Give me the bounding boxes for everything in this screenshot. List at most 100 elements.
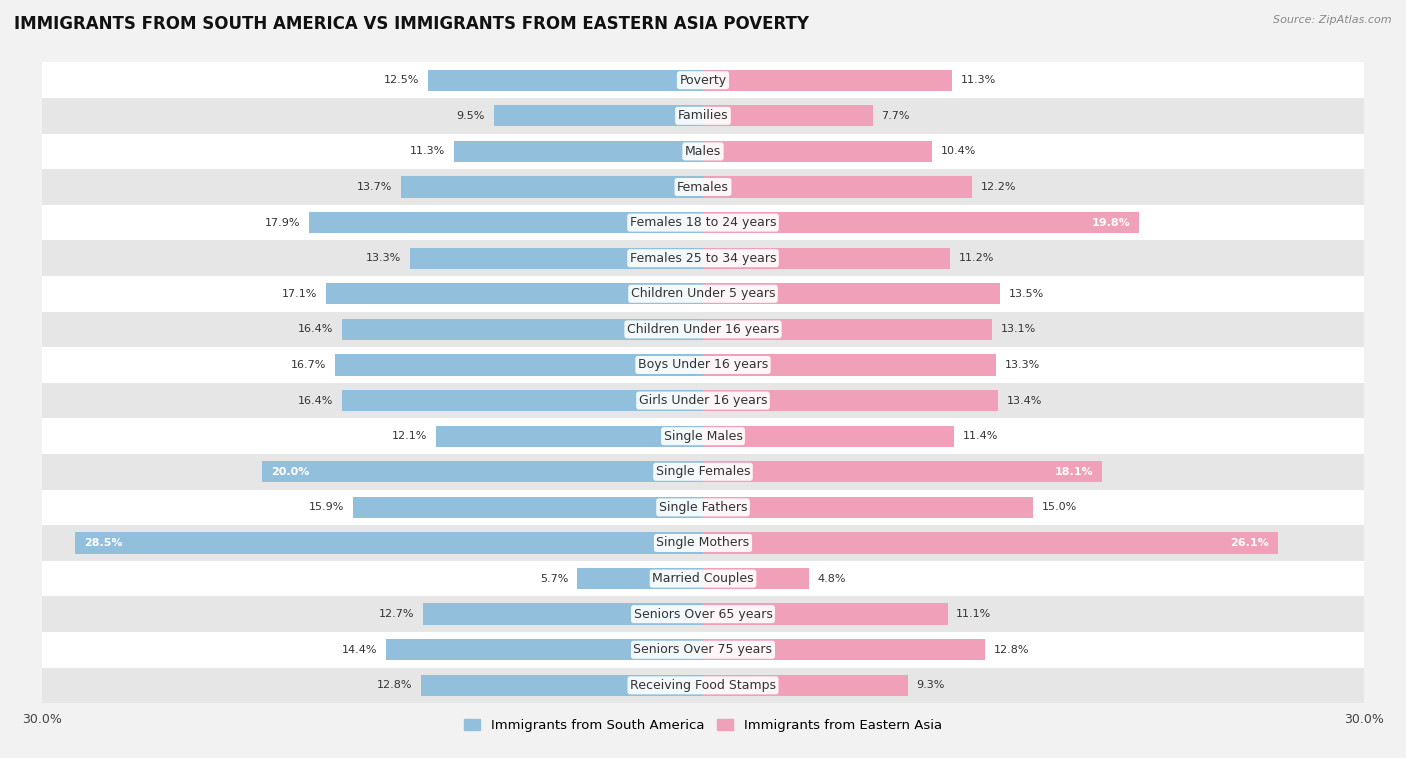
Text: 16.4%: 16.4% — [298, 324, 333, 334]
Text: 20.0%: 20.0% — [271, 467, 309, 477]
Text: Married Couples: Married Couples — [652, 572, 754, 585]
Text: 13.3%: 13.3% — [1005, 360, 1040, 370]
Text: 11.4%: 11.4% — [963, 431, 998, 441]
Bar — [703, 318, 991, 340]
Bar — [342, 318, 703, 340]
Text: Females: Females — [678, 180, 728, 193]
Bar — [42, 490, 1364, 525]
Text: 18.1%: 18.1% — [1054, 467, 1092, 477]
Bar — [385, 639, 703, 660]
Text: 13.7%: 13.7% — [357, 182, 392, 192]
Text: 12.8%: 12.8% — [994, 645, 1029, 655]
Text: Boys Under 16 years: Boys Under 16 years — [638, 359, 768, 371]
Bar — [703, 603, 948, 625]
Bar — [42, 276, 1364, 312]
Text: 15.9%: 15.9% — [308, 503, 344, 512]
Bar — [436, 425, 703, 447]
Bar — [703, 390, 998, 412]
Text: Single Females: Single Females — [655, 465, 751, 478]
Bar — [42, 418, 1364, 454]
Text: 11.2%: 11.2% — [959, 253, 994, 263]
Bar — [42, 561, 1364, 597]
Bar — [42, 668, 1364, 703]
Text: 12.5%: 12.5% — [384, 75, 419, 85]
Text: 26.1%: 26.1% — [1230, 538, 1270, 548]
Text: 13.3%: 13.3% — [366, 253, 401, 263]
Bar — [423, 603, 703, 625]
Text: 11.3%: 11.3% — [960, 75, 995, 85]
Bar — [342, 390, 703, 412]
Bar — [335, 354, 703, 376]
Bar — [42, 62, 1364, 98]
Bar — [703, 496, 1033, 518]
Bar — [703, 425, 955, 447]
Text: 9.3%: 9.3% — [917, 681, 945, 691]
Text: 17.9%: 17.9% — [264, 218, 299, 227]
Bar — [42, 312, 1364, 347]
Text: 12.8%: 12.8% — [377, 681, 412, 691]
Bar — [263, 461, 703, 482]
Text: 12.2%: 12.2% — [980, 182, 1017, 192]
Bar — [75, 532, 703, 553]
Text: Children Under 5 years: Children Under 5 years — [631, 287, 775, 300]
Text: 12.1%: 12.1% — [392, 431, 427, 441]
Text: Children Under 16 years: Children Under 16 years — [627, 323, 779, 336]
Text: 11.1%: 11.1% — [956, 609, 991, 619]
Bar — [454, 141, 703, 162]
Text: Poverty: Poverty — [679, 74, 727, 86]
Bar — [703, 675, 908, 696]
Bar — [42, 205, 1364, 240]
Bar — [703, 354, 995, 376]
Text: Girls Under 16 years: Girls Under 16 years — [638, 394, 768, 407]
Bar — [42, 98, 1364, 133]
Bar — [353, 496, 703, 518]
Bar — [703, 532, 1278, 553]
Legend: Immigrants from South America, Immigrants from Eastern Asia: Immigrants from South America, Immigrant… — [458, 713, 948, 737]
Bar — [42, 169, 1364, 205]
Text: 13.5%: 13.5% — [1010, 289, 1045, 299]
Bar — [703, 70, 952, 91]
Bar — [42, 240, 1364, 276]
Bar — [326, 283, 703, 305]
Bar — [703, 177, 972, 198]
Bar — [427, 70, 703, 91]
Bar — [309, 212, 703, 233]
Bar — [42, 632, 1364, 668]
Bar — [411, 248, 703, 269]
Bar — [703, 212, 1139, 233]
Bar — [494, 105, 703, 127]
Bar — [703, 639, 986, 660]
Text: 15.0%: 15.0% — [1042, 503, 1077, 512]
Text: 7.7%: 7.7% — [882, 111, 910, 121]
Text: Seniors Over 75 years: Seniors Over 75 years — [634, 644, 772, 656]
Text: 28.5%: 28.5% — [84, 538, 122, 548]
Text: Single Males: Single Males — [664, 430, 742, 443]
Bar — [703, 248, 949, 269]
Bar — [703, 105, 873, 127]
Bar — [401, 177, 703, 198]
Text: 13.1%: 13.1% — [1001, 324, 1036, 334]
Text: 10.4%: 10.4% — [941, 146, 976, 156]
Text: IMMIGRANTS FROM SOUTH AMERICA VS IMMIGRANTS FROM EASTERN ASIA POVERTY: IMMIGRANTS FROM SOUTH AMERICA VS IMMIGRA… — [14, 15, 808, 33]
Bar — [42, 133, 1364, 169]
Bar — [703, 141, 932, 162]
Text: Source: ZipAtlas.com: Source: ZipAtlas.com — [1274, 15, 1392, 25]
Bar — [703, 283, 1001, 305]
Text: Single Mothers: Single Mothers — [657, 537, 749, 550]
Text: 14.4%: 14.4% — [342, 645, 377, 655]
Bar — [420, 675, 703, 696]
Bar — [578, 568, 703, 589]
Bar — [42, 347, 1364, 383]
Text: 17.1%: 17.1% — [283, 289, 318, 299]
Text: Females 18 to 24 years: Females 18 to 24 years — [630, 216, 776, 229]
Text: Females 25 to 34 years: Females 25 to 34 years — [630, 252, 776, 265]
Text: 4.8%: 4.8% — [817, 574, 846, 584]
Bar — [42, 525, 1364, 561]
Text: 5.7%: 5.7% — [540, 574, 568, 584]
Text: Males: Males — [685, 145, 721, 158]
Text: 16.7%: 16.7% — [291, 360, 326, 370]
Text: Families: Families — [678, 109, 728, 122]
Text: 13.4%: 13.4% — [1007, 396, 1042, 406]
Text: 16.4%: 16.4% — [298, 396, 333, 406]
Text: 9.5%: 9.5% — [457, 111, 485, 121]
